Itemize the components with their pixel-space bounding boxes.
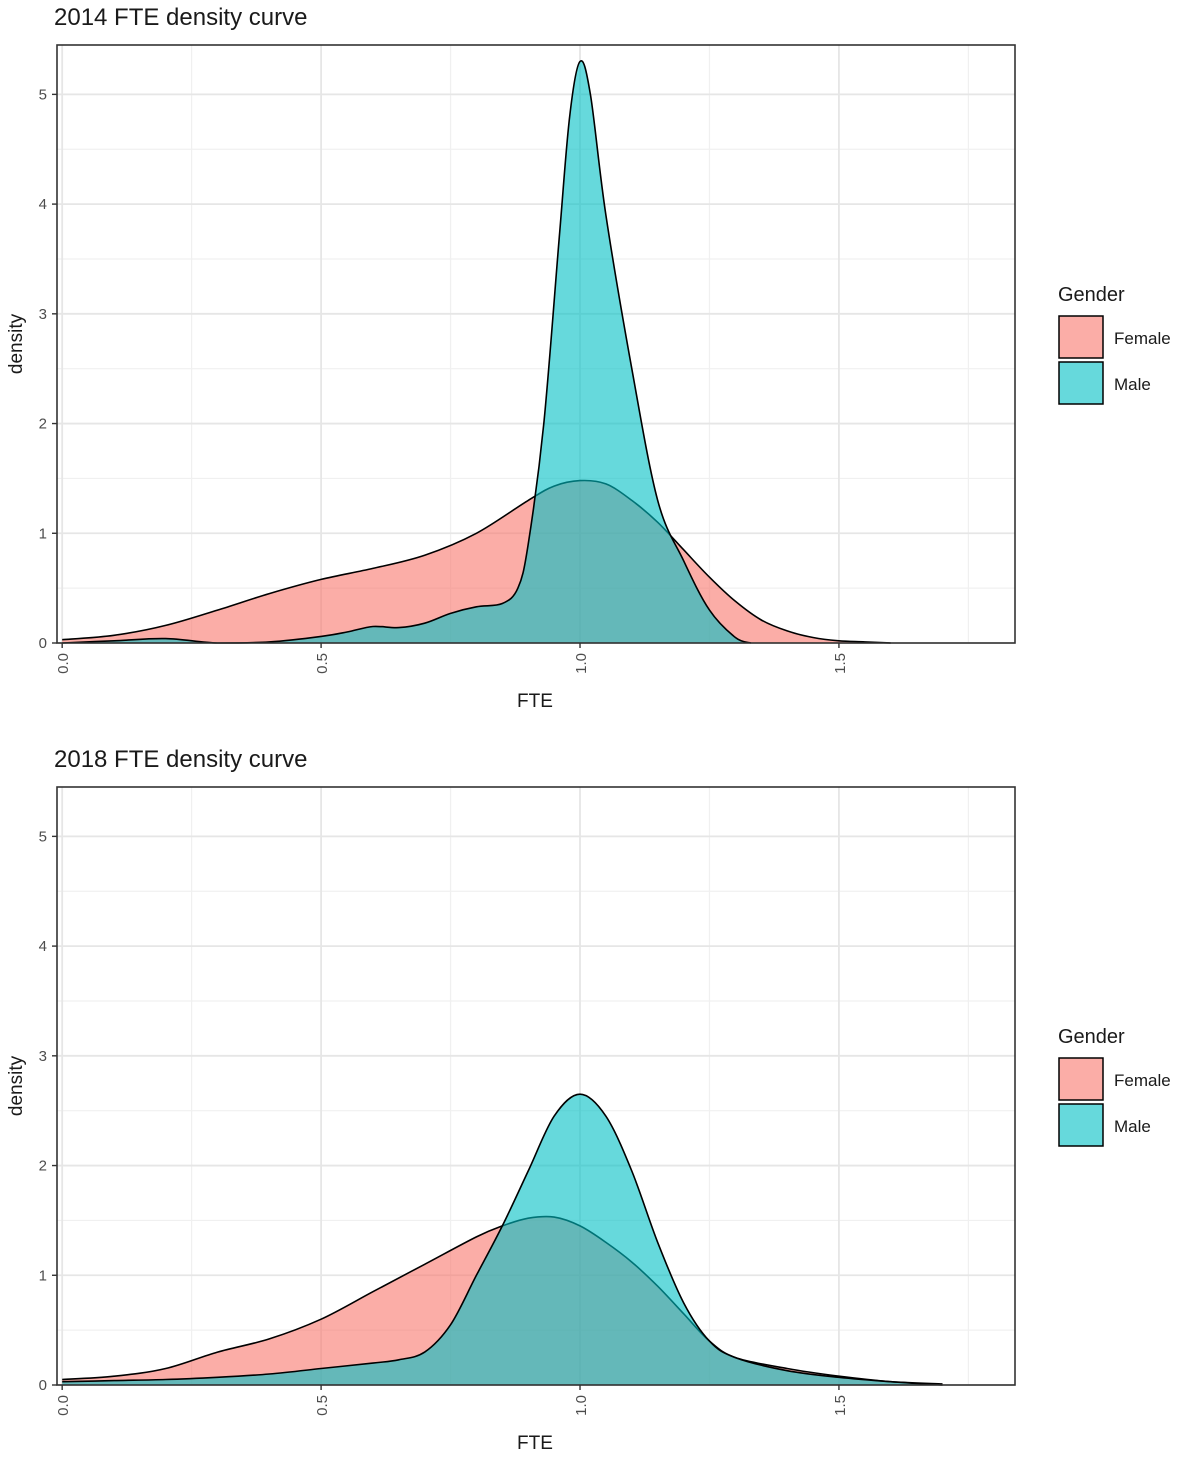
legend-title: Gender: [1058, 284, 1125, 306]
y-tick-label: 5: [39, 86, 47, 103]
x-tick-label: 0.5: [314, 1395, 331, 1416]
plot-area: 0 1 2 3 4 5 0.0 0.5 1.0 1.5: [39, 44, 1016, 674]
density-line-male: [62, 60, 752, 644]
x-tick-label: 1.5: [832, 1395, 849, 1416]
legend-label-female: Female: [1114, 329, 1171, 348]
plot-area: 0 1 2 3 4 5 0.0 0.5 1.0 1.5: [39, 786, 1016, 1416]
chart-panel-2014: 2014 FTE density curve 0 1 2 3 4 5 0.0 0.5 1.0 1.…: [0, 0, 1180, 727]
chart-panel-2018: 2018 FTE density curve 0 1 2 3 4 5 0.0 0.5 1.0 1.…: [0, 742, 1180, 1469]
x-tick-label: 0.5: [314, 653, 331, 674]
panel-border: [56, 786, 1016, 1386]
y-tick-label: 1: [39, 1267, 47, 1284]
y-tick-label: 3: [39, 1048, 47, 1065]
panel-border: [56, 44, 1016, 644]
y-tick-label: 5: [39, 828, 47, 845]
legend-label-male: Male: [1114, 375, 1151, 394]
density-chart-2018: 2018 FTE density curve 0 1 2 3 4 5 0.0 0.5 1.0 1.…: [6, 746, 1171, 1454]
y-tick-label: 3: [39, 306, 47, 323]
x-axis-label: FTE: [517, 1433, 553, 1454]
y-tick-label: 4: [39, 938, 47, 955]
y-tick-label: 2: [39, 416, 47, 433]
y-tick-label: 4: [39, 196, 47, 213]
chart-title: 2014 FTE density curve: [54, 4, 307, 31]
density-area-male: [62, 60, 751, 643]
legend-label-male: Male: [1114, 1117, 1151, 1136]
x-tick-label: 1.5: [832, 653, 849, 674]
x-axis-label: FTE: [517, 691, 553, 712]
legend-key-male: [1058, 361, 1104, 405]
y-axis-label: density: [6, 313, 27, 374]
x-tick-label: 0.0: [55, 1395, 72, 1416]
y-tick-label: 0: [39, 1377, 47, 1394]
y-axis-label: density: [6, 1055, 27, 1116]
density-line-male: [62, 1093, 943, 1386]
y-tick-label: 1: [39, 525, 47, 542]
legend-key-male: [1058, 1103, 1104, 1147]
density-chart-2014: 2014 FTE density curve 0 1 2 3 4 5 0.0 0.5 1.0 1.…: [6, 4, 1171, 712]
legend-label-female: Female: [1114, 1071, 1171, 1090]
y-tick-label: 0: [39, 635, 47, 652]
chart-title: 2018 FTE density curve: [54, 746, 307, 773]
legend-key-female: [1058, 315, 1104, 359]
y-tick-label: 2: [39, 1158, 47, 1175]
legend-key-female: [1058, 1057, 1104, 1101]
legend-title: Gender: [1058, 1026, 1125, 1048]
x-tick-label: 0.0: [55, 653, 72, 674]
density-area-male: [62, 1094, 943, 1385]
x-tick-label: 1.0: [573, 1395, 590, 1416]
x-tick-label: 1.0: [573, 653, 590, 674]
